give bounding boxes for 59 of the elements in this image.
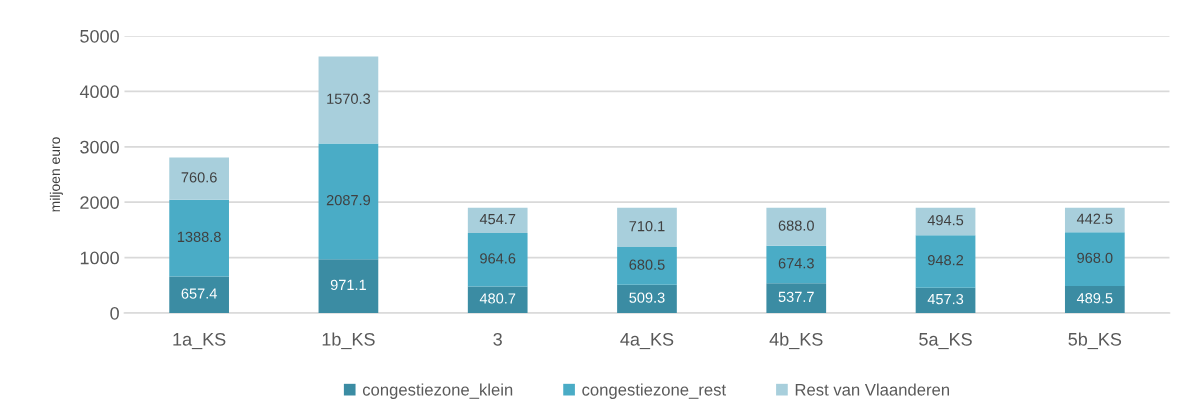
data-label: 760.6 [181,172,217,183]
bar [467,286,528,314]
bar [617,247,677,285]
y-tick-label: 4000 [79,85,119,99]
data-label: 680.5 [629,259,665,270]
data-label: 454.7 [479,214,516,225]
data-label: 537.7 [778,291,814,303]
legend-label: congestiezone_rest [582,383,726,399]
bar [169,199,229,277]
bar [915,287,976,314]
bar [766,283,827,314]
data-label: 509.3 [629,292,665,303]
x-tick-label: 1b_KS [322,332,375,350]
bar [617,207,677,248]
x-tick-label: 4a_KS [620,332,674,350]
bar [318,259,379,314]
bar [1064,207,1125,233]
data-label: 674.3 [778,258,814,269]
x-tick-label: 5a_KS [919,332,972,350]
bar [169,157,229,200]
y-tick-label: 5000 [80,29,119,43]
x-tick-label: 5b_KS [1068,332,1122,350]
bar [915,207,976,236]
legend-label: congestiezone_klein [362,383,513,399]
bar [1064,232,1125,286]
bar [169,276,229,314]
y-tick-label: 0 [110,306,119,320]
x-tick-label: 4b_KS [769,332,823,350]
data-label: 657.4 [181,288,217,299]
bar [617,284,677,314]
data-label: 710.1 [629,221,665,232]
data-label: 964.6 [480,253,516,264]
x-tick-label: 3 [493,332,502,346]
bar [467,232,528,287]
data-label: 457.3 [927,293,964,305]
bar [915,235,976,288]
data-label: 489.5 [1076,293,1113,304]
bar [318,143,379,260]
x-tick-label: 1a_KS [173,332,226,350]
data-label: 1388.8 [177,231,221,243]
data-label: 480.7 [479,293,516,304]
data-label: 1570.3 [327,93,371,104]
y-tick-label: 1000 [80,251,119,265]
data-label: 968.0 [1077,252,1113,263]
data-label: 971.1 [330,279,366,291]
bar [1064,285,1125,314]
data-label: 494.5 [927,215,964,226]
y-tick-label: 2000 [80,196,119,209]
legend-label: Rest van Vlaanderen [795,383,950,396]
bar [766,245,827,284]
y-axis-title: miljoen euro [49,137,63,212]
data-label: 2087.9 [326,194,371,206]
bar [766,207,827,246]
data-label: 442.5 [1076,213,1113,224]
y-tick-label: 3000 [80,140,119,154]
bar [467,207,528,233]
bar [318,56,379,144]
data-label: 948.2 [927,254,964,266]
data-label: 688.0 [778,220,814,231]
